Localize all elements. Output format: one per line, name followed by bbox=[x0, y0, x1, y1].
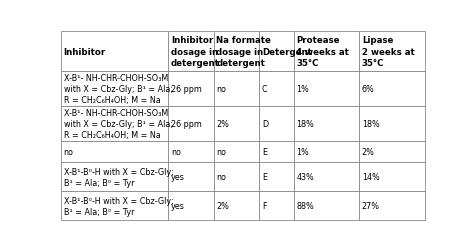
Text: Inhibitor
dosage in
detergent: Inhibitor dosage in detergent bbox=[171, 36, 220, 68]
Bar bbox=[259, 107, 294, 142]
Text: 2%: 2% bbox=[217, 120, 229, 129]
Bar bbox=[359, 72, 425, 107]
Text: no: no bbox=[217, 173, 227, 182]
Text: X-B¹-B⁰-H with X = Cbz-Gly;
B¹ = Ala; B⁰ = Tyr: X-B¹-B⁰-H with X = Cbz-Gly; B¹ = Ala; B⁰… bbox=[64, 167, 173, 187]
Bar bbox=[259, 192, 294, 220]
Bar bbox=[259, 72, 294, 107]
Bar bbox=[61, 142, 168, 163]
Text: 88%: 88% bbox=[296, 202, 314, 210]
Bar bbox=[359, 163, 425, 192]
Text: F: F bbox=[262, 202, 266, 210]
Text: D: D bbox=[262, 120, 268, 129]
Bar bbox=[359, 142, 425, 163]
Bar bbox=[214, 192, 259, 220]
Text: Na formate
dosage in
detergent: Na formate dosage in detergent bbox=[217, 36, 271, 68]
Bar bbox=[259, 32, 294, 72]
Bar bbox=[214, 142, 259, 163]
Bar bbox=[61, 32, 168, 72]
Bar bbox=[214, 163, 259, 192]
Bar bbox=[168, 192, 214, 220]
Text: Protease
4 weeks at
35°C: Protease 4 weeks at 35°C bbox=[296, 36, 349, 68]
Bar bbox=[294, 72, 359, 107]
Bar bbox=[61, 72, 168, 107]
Text: C: C bbox=[262, 85, 267, 94]
Text: E: E bbox=[262, 173, 267, 182]
Text: 6%: 6% bbox=[362, 85, 374, 94]
Bar bbox=[214, 32, 259, 72]
Bar bbox=[168, 142, 214, 163]
Bar bbox=[168, 163, 214, 192]
Text: 1%: 1% bbox=[296, 148, 309, 157]
Text: X-B¹- NH-CHR-CHOH-SO₃M
with X = Cbz-Gly; B¹ = Ala;
R = CH₂C₆H₄OH; M = Na: X-B¹- NH-CHR-CHOH-SO₃M with X = Cbz-Gly;… bbox=[64, 74, 173, 105]
Bar bbox=[294, 107, 359, 142]
Text: yes: yes bbox=[171, 173, 185, 182]
Text: 2%: 2% bbox=[217, 202, 229, 210]
Text: 2%: 2% bbox=[362, 148, 375, 157]
Bar bbox=[214, 72, 259, 107]
Text: 27%: 27% bbox=[362, 202, 380, 210]
Bar bbox=[259, 163, 294, 192]
Bar bbox=[61, 192, 168, 220]
Text: 18%: 18% bbox=[362, 120, 380, 129]
Bar bbox=[214, 107, 259, 142]
Text: Lipase
2 weeks at
35°C: Lipase 2 weeks at 35°C bbox=[362, 36, 415, 68]
Text: yes: yes bbox=[171, 202, 185, 210]
Text: 26 ppm: 26 ppm bbox=[171, 120, 202, 129]
Bar bbox=[294, 32, 359, 72]
Text: Inhibitor: Inhibitor bbox=[64, 48, 106, 56]
Text: X-B¹-B⁰-H with X = Cbz-Gly;
B¹ = Ala; B⁰ = Tyr: X-B¹-B⁰-H with X = Cbz-Gly; B¹ = Ala; B⁰… bbox=[64, 196, 173, 216]
Text: no: no bbox=[217, 148, 227, 157]
Bar bbox=[294, 163, 359, 192]
Text: 26 ppm: 26 ppm bbox=[171, 85, 202, 94]
Text: Detergent: Detergent bbox=[262, 48, 312, 56]
Bar bbox=[294, 192, 359, 220]
Bar bbox=[359, 192, 425, 220]
Bar bbox=[259, 142, 294, 163]
Bar bbox=[359, 32, 425, 72]
Bar bbox=[61, 107, 168, 142]
Bar bbox=[359, 107, 425, 142]
Text: 14%: 14% bbox=[362, 173, 380, 182]
Text: 1%: 1% bbox=[296, 85, 309, 94]
Bar bbox=[168, 72, 214, 107]
Text: E: E bbox=[262, 148, 267, 157]
Text: 43%: 43% bbox=[296, 173, 314, 182]
Bar bbox=[168, 107, 214, 142]
Text: X-B¹- NH-CHR-CHOH-SO₃M
with X = Cbz-Gly; B¹ = Ala;
R = CH₂C₆H₄OH; M = Na: X-B¹- NH-CHR-CHOH-SO₃M with X = Cbz-Gly;… bbox=[64, 109, 173, 140]
Text: no: no bbox=[171, 148, 181, 157]
Bar bbox=[168, 32, 214, 72]
Bar bbox=[294, 142, 359, 163]
Text: 18%: 18% bbox=[296, 120, 314, 129]
Text: no: no bbox=[217, 85, 227, 94]
Text: no: no bbox=[64, 148, 73, 157]
Bar bbox=[61, 163, 168, 192]
